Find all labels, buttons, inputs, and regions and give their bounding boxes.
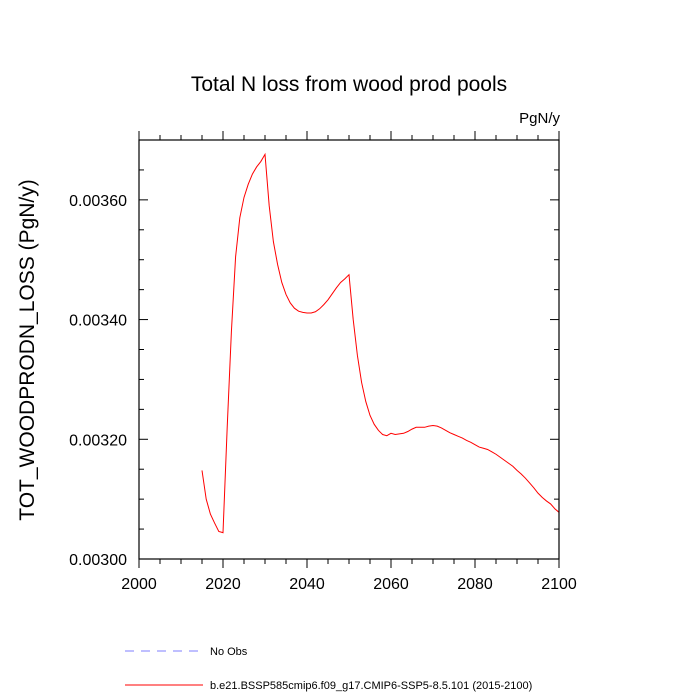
y-axis-label: TOT_WOODPRODN_LOSS (PgN/y) [16, 179, 39, 521]
x-tick-label: 2000 [121, 576, 157, 593]
plot-frame [138, 139, 560, 560]
legend-label-0: No Obs [210, 646, 248, 658]
x-tick-label: 2060 [373, 576, 409, 593]
x-tick-label: 2040 [289, 576, 325, 593]
y-tick-label: 0.00340 [69, 313, 127, 330]
units-label: PgN/y [519, 110, 560, 127]
tick-labels: 2000 2020 2040 2060 2080 2100 0.00300 0.00320 0.… [69, 193, 577, 593]
legend: No Obs b.e21.BSSP585cmip6.f09_g17.CMIP6-S… [125, 646, 532, 692]
series-group [201, 152, 560, 534]
y-tick-label: 0.00320 [69, 432, 127, 449]
x-tick-label: 2020 [205, 576, 241, 593]
legend-label-1: b.e21.BSSP585cmip6.f09_g17.CMIP6-SSP5-8.… [210, 680, 532, 692]
chart-title: Total N loss from wood prod pools [191, 73, 507, 96]
y-tick-label: 0.00300 [69, 552, 127, 569]
series-line-1 [201, 152, 560, 534]
x-tick-label: 2100 [541, 576, 577, 593]
y-tick-label: 0.00360 [69, 193, 127, 210]
x-tick-label: 2080 [457, 576, 493, 593]
axis-ticks [138, 131, 560, 568]
